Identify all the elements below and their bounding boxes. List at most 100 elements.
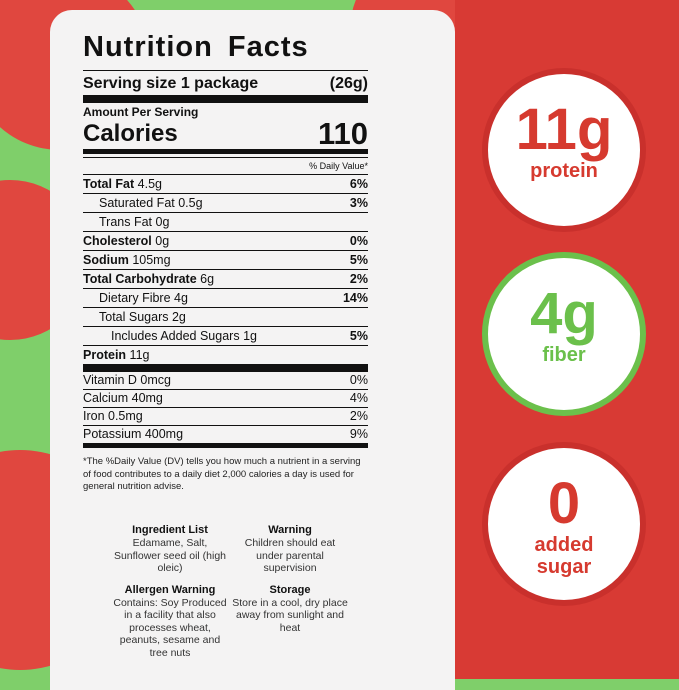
vitamin-dv: 9%	[349, 427, 368, 441]
serving-size: Serving size 1 package	[83, 75, 259, 92]
badge: 11g protein	[482, 68, 646, 232]
calories-row: Calories 110	[83, 116, 368, 151]
nutrient-name-group: Saturated Fat 0.5g	[99, 194, 203, 212]
nutrient-name: Total Fat	[83, 177, 135, 191]
badge-label: fiber	[542, 344, 586, 366]
serving-row: Serving size 1 package (26g)	[83, 73, 368, 95]
nutrient-amount: 0g	[155, 234, 170, 248]
info-title: Warning	[268, 524, 312, 536]
vitamin-dv: 4%	[349, 391, 368, 405]
footnote: *The %Daily Value (DV) tells you how muc…	[83, 456, 361, 492]
info-block: Warning Children should eat under parenta…	[230, 523, 350, 575]
info-text: Edamame, Salt, Sunflower seed oil (high …	[113, 537, 227, 574]
calories-value: 110	[317, 116, 368, 151]
amount-per-serving: Amount Per Serving	[83, 105, 199, 119]
vitamin-name: Iron 0.5mg	[83, 409, 143, 423]
serving-weight: (26g)	[329, 75, 368, 92]
nutrient-dv: 2%	[349, 272, 368, 286]
nutrient-dv: 14%	[342, 291, 368, 305]
info-text: Contains: Soy Produced in a facility tha…	[113, 596, 227, 659]
badge-value: 4g	[530, 281, 598, 346]
nutrient-dv: 5%	[349, 329, 368, 343]
vitamin-name: Potassium 400mg	[83, 427, 184, 441]
badge-label: added sugar	[534, 534, 594, 578]
calories-label: Calories	[83, 120, 178, 147]
nutrient-name-group: Trans Fat 0g	[99, 213, 169, 231]
nutrient-dv: 6%	[349, 177, 368, 191]
nutrient-dv: 3%	[349, 196, 368, 210]
nutrient-row: Sodium 105mg 5%	[83, 250, 368, 269]
daily-value-header: % Daily Value*	[83, 157, 368, 174]
nutrient-name: Dietary Fibre	[99, 291, 171, 305]
nutrient-name: Protein	[83, 348, 127, 362]
info-title: Ingredient List	[132, 524, 208, 536]
nutrient-row: Total Fat 4.5g 6%	[83, 174, 368, 193]
nutrient-amount: 0g	[155, 215, 170, 229]
nutrient-dv: 5%	[349, 253, 368, 267]
nutrient-name: Total Carbohydrate	[83, 272, 197, 286]
vitamin-row: Calcium 40mg 4%	[83, 389, 368, 407]
nutrient-row: Protein 11g	[83, 345, 368, 364]
nutrient-name-group: Total Sugars 2g	[99, 308, 186, 326]
info-grid: Ingredient List Edamame, Salt, Sunflower …	[110, 523, 350, 659]
vitamin-dv: 2%	[349, 409, 368, 423]
nutrient-name-group: Total Carbohydrate 6g	[83, 270, 214, 288]
nutrient-amount: 4g	[174, 291, 188, 305]
badge-value: 0	[547, 471, 581, 536]
nutrition-panel: Nutrition Facts Serving size 1 package (2…	[50, 10, 455, 690]
nutrient-amount: 11g	[129, 348, 150, 362]
nutrient-row: Includes Added Sugars 1g 5%	[83, 326, 368, 345]
vitamin-list: Vitamin D 0mcg 0% Calcium 40mg 4% Iron 0.5mg…	[83, 372, 368, 443]
badge: 0 added sugar	[482, 442, 646, 606]
nutrient-name: Cholesterol	[83, 234, 152, 248]
info-title: Allergen Warning	[124, 583, 216, 596]
nutrient-name-group: Sodium 105mg	[83, 251, 171, 269]
vitamin-name: Calcium 40mg	[83, 391, 163, 405]
info-text: Children should eat under parental super…	[244, 537, 336, 574]
nutrient-name-group: Total Fat 4.5g	[83, 175, 162, 193]
info-text: Store in a cool, dry place away from sun…	[232, 596, 348, 634]
rule	[83, 364, 368, 372]
badge-value: 11g	[515, 97, 613, 162]
nutrient-row: Total Carbohydrate 6g 2%	[83, 269, 368, 288]
nutrient-list: Total Fat 4.5g 6% Saturated Fat 0.5g 3% Tran…	[83, 174, 368, 364]
nutrient-name-group: Dietary Fibre 4g	[99, 289, 188, 307]
nutrient-amount: 105mg	[132, 253, 171, 267]
badge-label: protein	[530, 160, 598, 182]
nutrient-amount: 1g	[243, 329, 257, 343]
nutrient-name-group: Protein 11g	[83, 346, 149, 364]
info-block: Allergen Warning Contains: Soy Produced i…	[110, 583, 230, 660]
rule	[83, 95, 368, 103]
nutrient-name: Sodium	[83, 253, 129, 267]
nutrient-name: Saturated Fat	[99, 196, 175, 210]
vitamin-row: Vitamin D 0mcg 0%	[83, 372, 368, 389]
rule	[83, 149, 368, 154]
vitamin-row: Potassium 400mg 9%	[83, 425, 368, 443]
nutrient-row: Trans Fat 0g	[83, 212, 368, 231]
vitamin-name: Vitamin D 0mcg	[83, 373, 171, 387]
badge-column: 11g protein 4g fiber 0 added sugar	[455, 0, 679, 679]
title: Nutrition Facts	[83, 31, 309, 63]
nutrient-amount: 0.5g	[178, 196, 203, 210]
rule	[83, 443, 368, 448]
badge: 4g fiber	[482, 252, 646, 416]
vitamin-row: Iron 0.5mg 2%	[83, 407, 368, 425]
rule	[83, 70, 368, 71]
nutrient-amount: 2g	[171, 310, 186, 324]
nutrient-name: Includes Added Sugars	[111, 329, 240, 343]
nutrient-row: Saturated Fat 0.5g 3%	[83, 193, 368, 212]
info-block: Storage Store in a cool, dry place away f…	[230, 583, 350, 660]
nutrient-name-group: Cholesterol 0g	[83, 232, 169, 250]
nutrient-row: Total Sugars 2g	[83, 307, 368, 326]
nutrient-name-group: Includes Added Sugars 1g	[111, 327, 257, 345]
nutrition-label: Nutrition Facts Serving size 1 package (2…	[83, 30, 368, 494]
nutrient-amount: 4.5g	[137, 177, 162, 191]
nutrient-name: Trans Fat	[99, 215, 153, 229]
info-title: Storage	[269, 583, 311, 596]
nutrient-dv: 0%	[349, 234, 368, 248]
info-block: Ingredient List Edamame, Salt, Sunflower …	[110, 523, 230, 575]
vitamin-dv: 0%	[349, 373, 368, 387]
nutrient-row: Dietary Fibre 4g 14%	[83, 288, 368, 307]
nutrient-name: Total Sugars	[99, 310, 169, 324]
